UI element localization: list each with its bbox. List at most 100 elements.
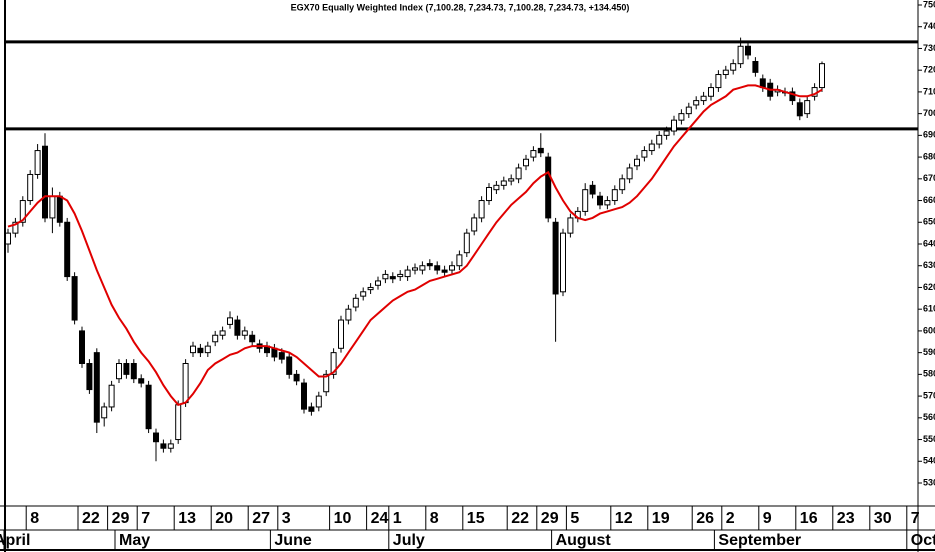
candle-body (204, 345, 211, 354)
candles (5, 37, 825, 462)
y-tick-label: 590 (923, 347, 935, 357)
candle-body (34, 150, 41, 175)
candle-body (582, 189, 589, 212)
candle-body (86, 363, 93, 391)
candle-body (49, 195, 56, 219)
candle-body (715, 74, 722, 89)
candle-body (441, 269, 448, 273)
month-label: June (274, 532, 311, 549)
candle-body (315, 395, 322, 408)
x-tick-label: 7 (141, 510, 150, 527)
candle-body (293, 373, 300, 382)
candle-body (641, 150, 648, 158)
candle-body (745, 45, 751, 56)
candle-body (545, 156, 552, 219)
y-tick-label: 600 (923, 325, 935, 335)
candle-body (449, 265, 455, 271)
candle-body (552, 221, 559, 295)
y-tick-label: 560 (923, 412, 935, 422)
candle-body (286, 356, 293, 375)
month-label: May (119, 532, 150, 549)
month-label: April (0, 532, 30, 549)
x-tick-label: 24 (371, 510, 389, 527)
candle-body (789, 91, 796, 102)
x-tick-label: 2 (726, 510, 735, 527)
candle-body (648, 143, 655, 152)
candle-body (308, 406, 315, 412)
candle-body (796, 102, 803, 117)
x-tick-label: 16 (800, 510, 818, 527)
candle-body (493, 184, 500, 191)
candle-body (737, 45, 744, 65)
candle-body (160, 443, 167, 449)
candle-body (604, 200, 611, 206)
candle-body (478, 200, 485, 219)
candle-body (138, 378, 145, 384)
month-label: September (718, 532, 801, 549)
x-tick-label: 20 (215, 510, 233, 527)
x-tick-label: 22 (82, 510, 100, 527)
y-tick-label: 630 (923, 260, 935, 270)
candle-body (278, 352, 285, 360)
candle-body (426, 263, 433, 267)
candle-body (71, 276, 78, 321)
candle-body (434, 265, 441, 271)
candle-body (345, 308, 352, 321)
candle-body (123, 363, 130, 375)
candle-body (219, 330, 226, 336)
candle-body (619, 178, 626, 191)
candle-body (471, 217, 478, 232)
candle-body (463, 232, 470, 254)
moving-average (7, 84, 823, 406)
candle-body (42, 145, 48, 219)
candle-body (819, 63, 825, 89)
candle-body (367, 286, 374, 291)
y-tick-label: 680 (923, 151, 935, 161)
candle-body (79, 330, 85, 364)
candle-body (626, 167, 633, 180)
y-tick-label: 550 (923, 434, 935, 444)
candle-body (182, 363, 189, 404)
x-tick-label: 10 (334, 510, 352, 527)
candle-body (249, 334, 256, 343)
candle-body (167, 443, 174, 449)
candle-body (678, 113, 685, 121)
y-tick-label: 710 (923, 86, 935, 96)
candle-body (412, 267, 418, 271)
y-tick-label: 640 (923, 238, 935, 248)
x-tick-label: 5 (570, 510, 579, 527)
x-tick-label: 27 (252, 510, 270, 527)
candle-body (693, 100, 700, 106)
candle-body (330, 352, 337, 375)
candle-body (153, 432, 159, 443)
candle-body (323, 373, 330, 393)
y-tick-label: 530 (923, 477, 935, 487)
candle-body (404, 269, 411, 278)
x-tick-label: 22 (511, 510, 529, 527)
chart-title: EGX70 Equally Weighted Index (7,100.28, … (291, 2, 630, 12)
candle-body (730, 63, 737, 71)
candle-body (656, 134, 663, 145)
x-tick-label: 30 (874, 510, 892, 527)
candle-body (397, 273, 404, 278)
candle-body (752, 60, 759, 73)
candle-body (708, 87, 714, 97)
y-tick-label: 740 (923, 21, 935, 31)
x-tick-label: 12 (615, 510, 633, 527)
x-tick-label: 7 (911, 510, 920, 527)
x-tick-label: 9 (763, 510, 772, 527)
y-tick-label: 540 (923, 456, 935, 466)
candle-body (93, 352, 100, 423)
candle-body (515, 167, 522, 180)
candle-body (671, 119, 677, 132)
candle-body (116, 363, 122, 380)
x-tick-label: 26 (696, 510, 714, 527)
y-tick-label: 660 (923, 195, 935, 205)
candle-body (537, 147, 544, 154)
candle-body (419, 265, 426, 271)
candle-body (197, 347, 204, 354)
y-tick-label: 750 (923, 0, 935, 9)
candle-body (804, 100, 811, 115)
y-tick-label: 570 (923, 390, 935, 400)
